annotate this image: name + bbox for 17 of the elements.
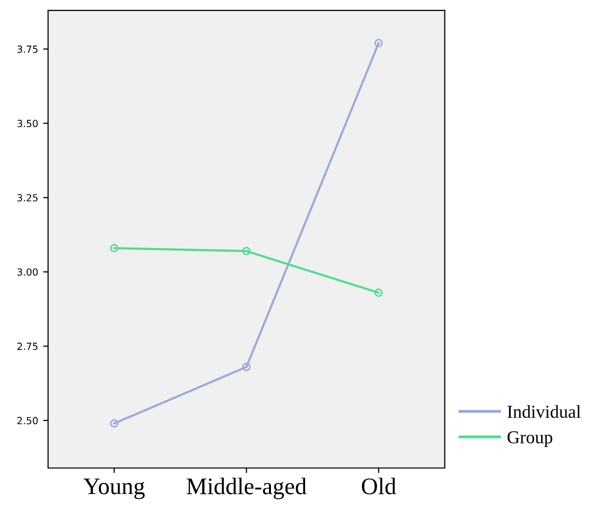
x-tick-label: Old — [362, 478, 396, 494]
point — [374, 38, 383, 48]
y-tick-label: 3.25 — [17, 194, 38, 202]
y-tick-label: 3.50 — [17, 120, 38, 128]
x-tick-label: Young — [84, 478, 145, 500]
legend-label: Group — [508, 431, 552, 448]
legend-label: Individual — [507, 405, 581, 418]
point — [110, 244, 118, 252]
y-tick-label: 2.75 — [17, 342, 38, 350]
y-tick-label: 2.50 — [17, 416, 38, 424]
point — [374, 288, 383, 297]
x-tick-label: Middle-aged — [186, 478, 306, 500]
y-tick-label: 3.00 — [17, 268, 38, 276]
point — [242, 362, 251, 372]
y-tick-label: 3.75 — [17, 46, 38, 53]
point — [242, 246, 251, 256]
point — [110, 419, 118, 428]
